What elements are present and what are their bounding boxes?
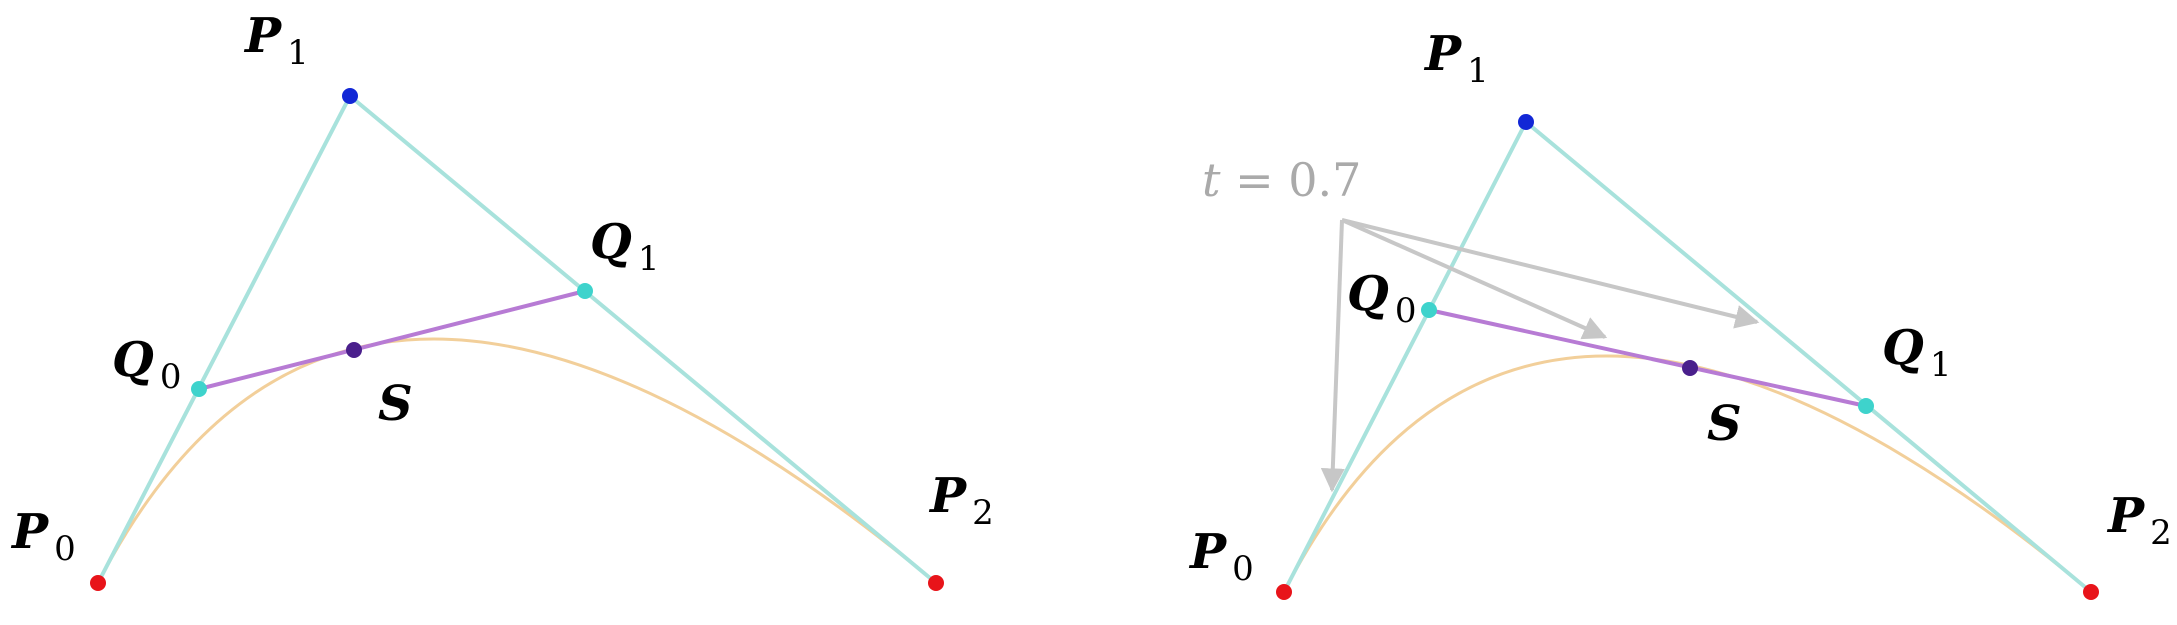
left-point-p0 (90, 575, 106, 591)
right-t-label: t = 0.7 (1202, 153, 1361, 207)
left-point-p2 (928, 575, 944, 591)
right-control-line-p0-p1 (1282, 121, 1528, 593)
left-label-s: S (378, 376, 413, 432)
right-point-q0 (1421, 302, 1437, 318)
left-point-q1 (577, 283, 593, 299)
left-control-line-p1-p2 (348, 94, 938, 585)
left-point-p1 (342, 88, 358, 104)
left-bezier-curve (96, 337, 937, 585)
right-point-q1 (1858, 398, 1874, 414)
right-arrow-to-p0-p1 (1320, 219, 1345, 493)
right-arrow-to-p1-p2 (1341, 218, 1760, 329)
right-point-s (1682, 360, 1698, 376)
left-sub-line-q0-q1 (198, 289, 586, 391)
left-point-q0 (191, 381, 207, 397)
right-bezier-curve (1282, 354, 2092, 594)
right-label-s: S (1707, 396, 1742, 452)
left-control-line-p0-p1 (96, 95, 352, 584)
right-point-p0 (1276, 584, 1292, 600)
right-arrow-to-q0-q1 (1341, 218, 1608, 340)
right-sub-line-q0-q1 (1428, 308, 1867, 408)
right-control-line-p1-p2 (1524, 120, 2093, 594)
left-point-s (346, 342, 362, 358)
right-point-p2 (2083, 584, 2099, 600)
right-point-p1 (1518, 114, 1534, 130)
